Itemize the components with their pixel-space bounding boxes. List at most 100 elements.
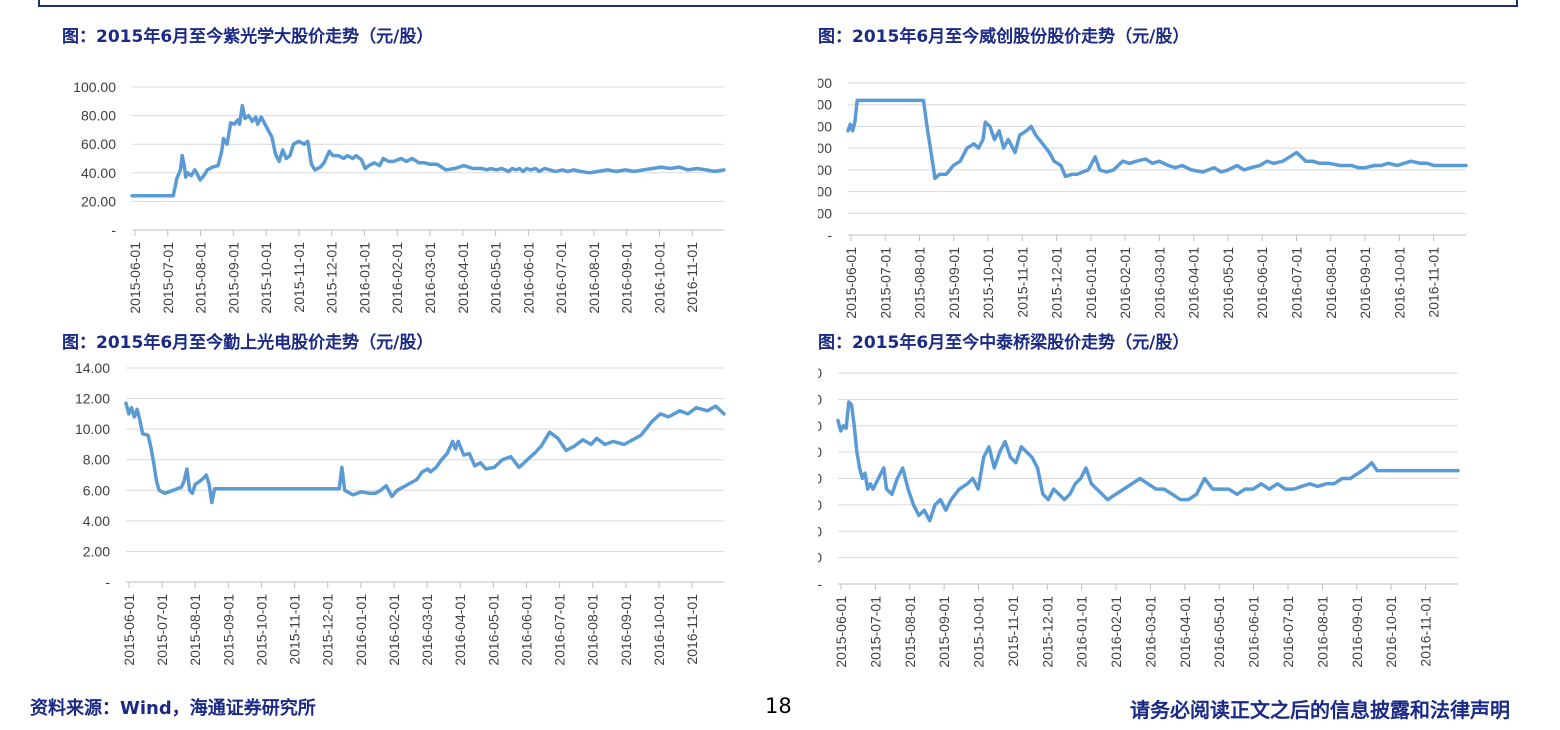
x-tick-label: 2016-10-01 (651, 242, 667, 314)
x-tick-label: 2016-02-01 (1108, 596, 1124, 668)
y-tick-label: 14.00 (75, 360, 110, 376)
x-tick-label: 2015-11-01 (1014, 247, 1030, 318)
chart-title: 图：2015年6月至今威创股份股价走势（元/股） (818, 27, 1190, 47)
x-tick-label: 2015-10-01 (258, 242, 274, 314)
x-tick-label: 2016-10-01 (651, 594, 667, 666)
x-tick-label: 2015-08-01 (187, 594, 203, 666)
y-tick-label: 25.00 (818, 444, 822, 460)
x-tick-label: 2015-10-01 (980, 247, 996, 319)
x-tick-label: 2016-06-01 (520, 242, 536, 314)
x-tick-label: 2016-04-01 (1177, 596, 1193, 668)
price-line (124, 401, 726, 505)
y-tick-label: 20.00 (818, 471, 822, 487)
line-chart: 35.0030.0025.0020.0015.0010.005.00-2015-… (818, 75, 1468, 319)
x-tick-label: 2016-11-01 (1418, 596, 1434, 667)
x-tick-label: 2016-05-01 (488, 242, 504, 314)
x-tick-label: 2016-08-01 (585, 594, 601, 666)
x-tick-label: 2016-06-01 (518, 594, 534, 666)
y-tick-label: 5.00 (818, 205, 832, 221)
x-tick-label: 2016-06-01 (1254, 247, 1270, 319)
chart-title: 图：2015年6月至今中泰桥梁股价走势（元/股） (818, 333, 1190, 353)
x-tick-label: 2015-07-01 (154, 594, 170, 666)
y-tick-label: 30.00 (818, 418, 822, 434)
x-tick-label: 2016-03-01 (419, 594, 435, 666)
x-tick-label: 2016-03-01 (1142, 596, 1158, 668)
x-tick-label: 2016-04-01 (452, 594, 468, 666)
x-tick-label: 2016-09-01 (1357, 247, 1373, 319)
y-tick-label: 35.00 (818, 391, 822, 407)
x-tick-label: 2015-12-01 (324, 242, 340, 314)
x-tick-label: 2016-09-01 (619, 242, 635, 314)
x-tick-label: 2016-09-01 (1349, 596, 1365, 668)
x-tick-label: 2016-10-01 (1383, 596, 1399, 668)
x-tick-label: 2016-02-01 (386, 594, 402, 666)
x-tick-label: 2016-07-01 (1280, 596, 1296, 668)
x-tick-label: 2016-04-01 (455, 242, 471, 314)
x-tick-label: 2016-01-01 (353, 594, 369, 666)
price-line (836, 400, 1460, 523)
y-tick-label: 40.00 (81, 165, 116, 181)
x-tick-label: 2015-06-01 (843, 247, 859, 319)
chart-panel-1: 图：2015年6月至今紫光学大股价走势（元/股） 100.00 80.00 60.0… (62, 22, 742, 327)
price-line (846, 98, 1468, 181)
x-tick-label: 2016-01-01 (1074, 596, 1090, 668)
chart-panel-4: 图：2015年6月至今中泰桥梁股价走势（元/股） 40.00 35.00 30.00… (818, 328, 1518, 690)
x-tick-label: 2015-09-01 (946, 247, 962, 319)
x-tick-label: 2016-08-01 (1314, 596, 1330, 668)
x-tick-label: 2015-12-01 (1039, 596, 1055, 668)
x-tick-label: 2016-03-01 (1151, 247, 1167, 319)
x-tick-label: 2015-06-01 (833, 596, 849, 668)
y-tick-label: 10.00 (818, 184, 832, 200)
x-tick-label: 2015-06-01 (121, 594, 137, 666)
x-tick-label: 2016-11-01 (1426, 247, 1442, 318)
x-tick-label: 2016-09-01 (618, 594, 634, 666)
y-tick-label: 4.00 (83, 513, 110, 529)
line-chart: 40.00 35.00 30.00 25.00 20.00 15.00 10.00 5.00 -… (818, 365, 1460, 668)
x-tick-label: 2016-04-01 (1186, 247, 1202, 319)
y-tick-label: 20.00 (81, 193, 116, 209)
y-tick-label: 30.00 (818, 97, 832, 113)
x-tick-label: 2016-10-01 (1391, 247, 1407, 319)
y-tick-label: 5.00 (818, 550, 822, 566)
y-tick-label: 25.00 (818, 118, 832, 134)
x-tick-label: 2016-02-01 (389, 242, 405, 314)
x-tick-label: 2015-08-01 (193, 242, 209, 314)
disclaimer: 请务必阅读正文之后的信息披露和法律声明 (1130, 698, 1510, 722)
x-tick-label: 2015-10-01 (971, 596, 987, 668)
data-source: 资料来源：Wind，海通证券研究所 (30, 698, 316, 719)
x-tick-label: 2015-08-01 (902, 596, 918, 668)
x-tick-label: 2016-07-01 (552, 594, 568, 666)
y-tick-label: 15.00 (818, 162, 832, 178)
x-tick-label: 2016-07-01 (553, 242, 569, 314)
x-tick-label: 2015-08-01 (912, 247, 928, 319)
y-tick-label: - (105, 574, 110, 590)
x-tick-label: 2016-08-01 (1323, 247, 1339, 319)
x-tick-label: 2015-07-01 (867, 596, 883, 668)
y-tick-label: 8.00 (83, 452, 110, 468)
line-chart: 100.00 80.00 60.00 40.00 20.00 -2015-06-01 201… (73, 79, 726, 314)
y-tick-label: 20.00 (818, 140, 832, 156)
x-tick-label: 2015-11-01 (291, 242, 307, 313)
x-tick-label: 2016-05-01 (1220, 247, 1236, 319)
x-tick-label: 2016-11-01 (684, 594, 700, 665)
x-tick-label: 2015-09-01 (225, 242, 241, 314)
x-tick-label: 2016-02-01 (1117, 247, 1133, 319)
x-tick-label: 2015-11-01 (1005, 596, 1021, 667)
x-tick-label: 2015-07-01 (160, 242, 176, 314)
x-tick-label: 2016-05-01 (485, 594, 501, 666)
chart-panel-2: 图：2015年6月至今威创股份股价走势（元/股） 35.00 30.00 25.00… (818, 22, 1518, 327)
y-tick-label: 80.00 (81, 108, 116, 124)
x-tick-label: 2015-10-01 (253, 594, 269, 666)
x-tick-label: 2016-07-01 (1289, 247, 1305, 319)
price-line (130, 103, 726, 198)
y-tick-label: 15.00 (818, 497, 822, 513)
y-tick-label: 100.00 (73, 79, 116, 95)
x-tick-label: 2016-08-01 (586, 242, 602, 314)
x-tick-label: 2016-03-01 (422, 242, 438, 314)
x-tick-label: 2016-01-01 (356, 242, 372, 314)
y-tick-label: 6.00 (83, 482, 110, 498)
chart-title: 图：2015年6月至今紫光学大股价走势（元/股） (62, 27, 434, 47)
x-tick-label: 2016-11-01 (684, 242, 700, 313)
y-tick-label: 35.00 (818, 75, 832, 91)
chart-panel-3: 图：2015年6月至今勤上光电股价走势（元/股） 14.00 12.00 10.00… (62, 328, 742, 690)
